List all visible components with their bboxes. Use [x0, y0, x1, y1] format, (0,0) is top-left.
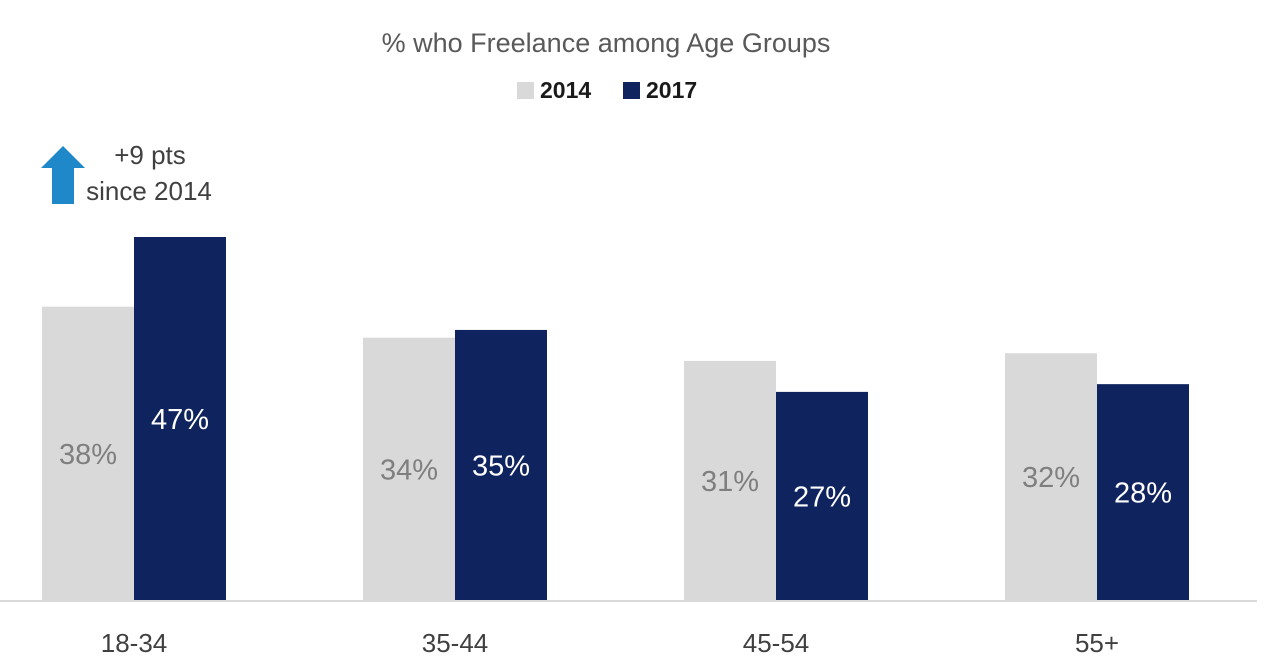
annotation: +9 pts since 2014: [41, 140, 212, 206]
legend: 2014 2017: [517, 77, 697, 103]
bar-2017-35-44: [455, 329, 547, 601]
value-labels-group: 38% 47% 34% 35% 31% 27% 32% 28%: [59, 404, 1172, 513]
value-label-2017-18-34: 47%: [151, 404, 209, 436]
bar-2014-45-54: [684, 360, 776, 601]
bar-2014-55+: [1005, 353, 1097, 601]
value-label-2014-35-44: 34%: [380, 454, 438, 486]
bar-2017-45-54: [776, 391, 868, 601]
bar-2014-35-44: [363, 337, 455, 601]
bar-2017-55+: [1097, 384, 1189, 601]
category-label-45-54: 45-54: [743, 628, 810, 658]
legend-label-2014: 2014: [540, 77, 591, 103]
value-label-2017-35-44: 35%: [472, 450, 530, 482]
value-label-2014-18-34: 38%: [59, 439, 117, 471]
arrow-up-icon: [41, 146, 85, 204]
chart-title: % who Freelance among Age Groups: [382, 28, 831, 58]
category-labels-group: 18-34 35-44 45-54 55+: [101, 628, 1119, 658]
bars-group: [42, 237, 1189, 601]
legend-swatch-2017: [623, 82, 640, 99]
category-label-35-44: 35-44: [422, 628, 489, 658]
annotation-line-1: +9 pts: [114, 140, 186, 170]
value-label-2014-45-54: 31%: [701, 466, 759, 498]
value-label-2017-45-54: 27%: [793, 481, 851, 513]
legend-swatch-2014: [517, 82, 534, 99]
annotation-line-2: since 2014: [86, 176, 212, 206]
bar-2017-18-34: [134, 237, 226, 601]
category-label-18-34: 18-34: [101, 628, 168, 658]
bar-2014-18-34: [42, 306, 134, 601]
value-label-2017-55+: 28%: [1114, 478, 1172, 510]
legend-label-2017: 2017: [646, 77, 697, 103]
value-label-2014-55+: 32%: [1022, 462, 1080, 494]
category-label-55+: 55+: [1075, 628, 1119, 658]
